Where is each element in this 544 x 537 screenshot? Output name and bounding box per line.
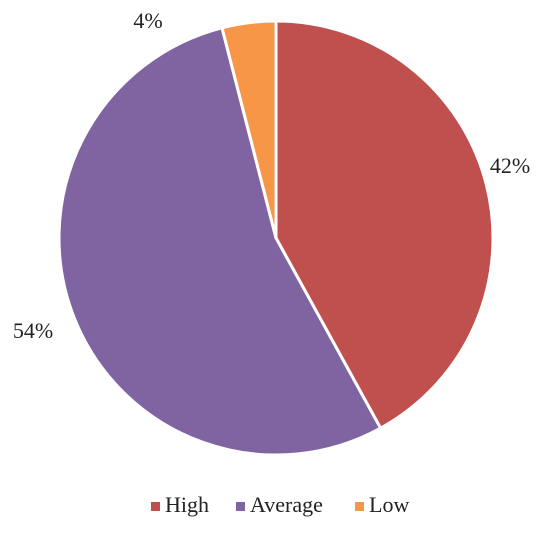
pie-slice-average (57, 26, 383, 457)
legend-label-high: High (165, 492, 209, 517)
legend-label-average: Average (250, 492, 323, 517)
pie-data-labels: 42% 54% 4% (13, 8, 530, 343)
pie-slice-low (220, 19, 278, 240)
legend-swatch-average (236, 502, 245, 511)
legend-swatch-high (151, 502, 160, 511)
legend-label-low: Low (369, 492, 409, 517)
legend-swatch-low (355, 502, 364, 511)
data-label-average: 54% (13, 318, 53, 343)
data-label-low: 4% (133, 8, 162, 33)
legend: High Average Low (151, 492, 409, 517)
legend-item-low: Low (355, 492, 409, 517)
legend-item-high: High (151, 492, 209, 517)
pie-slices (57, 19, 495, 457)
data-label-high: 42% (490, 153, 530, 178)
pie-slice-high (274, 19, 495, 430)
legend-item-average: Average (236, 492, 323, 517)
